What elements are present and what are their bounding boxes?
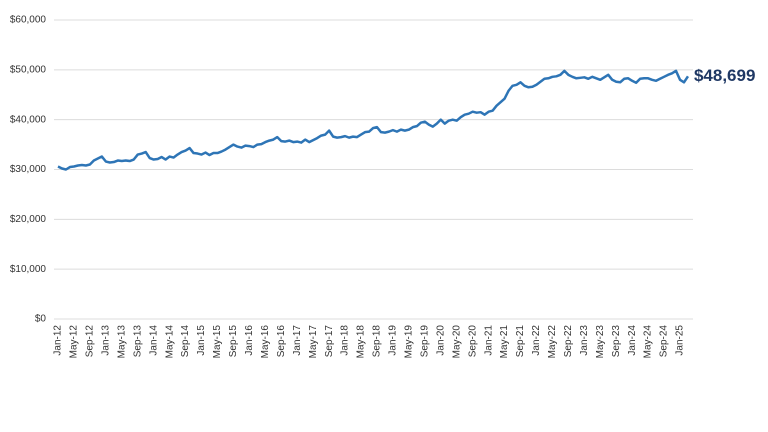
x-tick-label: Sep-17: [324, 325, 335, 358]
x-tick-label: Sep-18: [372, 325, 383, 358]
x-tick-label: Jan-24: [627, 325, 638, 356]
x-tick-label: May-12: [69, 325, 80, 359]
x-tick-label: May-22: [547, 325, 558, 359]
y-tick-label: $20,000: [10, 214, 47, 225]
y-tick-label: $50,000: [10, 64, 47, 75]
x-tick-label: Sep-23: [611, 325, 622, 358]
x-tick-label: Jan-13: [100, 325, 111, 356]
x-tick-label: Jan-18: [340, 325, 351, 356]
x-tick-label: Sep-24: [659, 325, 670, 358]
y-tick-label: $0: [35, 314, 47, 325]
x-tick-label: May-13: [116, 325, 127, 359]
x-tick-label: Jan-17: [292, 325, 303, 356]
x-tick-label: Jan-23: [579, 325, 590, 356]
value-label: $48,699: [694, 66, 755, 85]
x-tick-label: Jan-15: [196, 325, 207, 356]
x-tick-label: Jan-14: [148, 325, 159, 356]
y-tick-label: $10,000: [10, 264, 47, 275]
x-tick-label: Sep-21: [515, 325, 526, 358]
y-tick-label: $40,000: [10, 114, 47, 125]
x-tick-label: Sep-16: [276, 325, 287, 358]
x-tick-label: May-14: [164, 325, 175, 359]
x-tick-label: May-23: [595, 325, 606, 359]
x-tick-label: Sep-20: [467, 325, 478, 358]
x-tick-label: Sep-19: [419, 325, 430, 358]
line: [57, 69, 690, 171]
x-tick-label: Jan-21: [483, 325, 494, 356]
x-tick-label: Jan-25: [675, 325, 686, 356]
x-tick-label: May-20: [451, 325, 462, 359]
x-tick-label: Jan-12: [53, 325, 64, 356]
x-tick-label: May-16: [260, 325, 271, 359]
x-tick-label: Sep-12: [85, 325, 96, 358]
x-tick-label: Sep-14: [180, 325, 191, 358]
x-tick-label: Jan-22: [531, 325, 542, 356]
x-tick-label: May-15: [212, 325, 223, 359]
x-tick-label: Jan-19: [388, 325, 399, 356]
y-tick-label: $60,000: [10, 15, 47, 26]
y-tick-label: $30,000: [10, 164, 47, 175]
x-tick-label: May-21: [499, 325, 510, 359]
x-tick-label: May-18: [356, 325, 367, 359]
x-tick-label: May-17: [308, 325, 319, 359]
x-tick-label: Sep-22: [563, 325, 574, 358]
x-tick-label: Sep-13: [132, 325, 143, 358]
x-tick-label: May-19: [404, 325, 415, 359]
x-tick-label: Jan-20: [435, 325, 446, 356]
x-tick-label: Jan-16: [244, 325, 255, 356]
x-tick-label: May-24: [643, 325, 654, 359]
x-tick-label: Sep-15: [228, 325, 239, 358]
